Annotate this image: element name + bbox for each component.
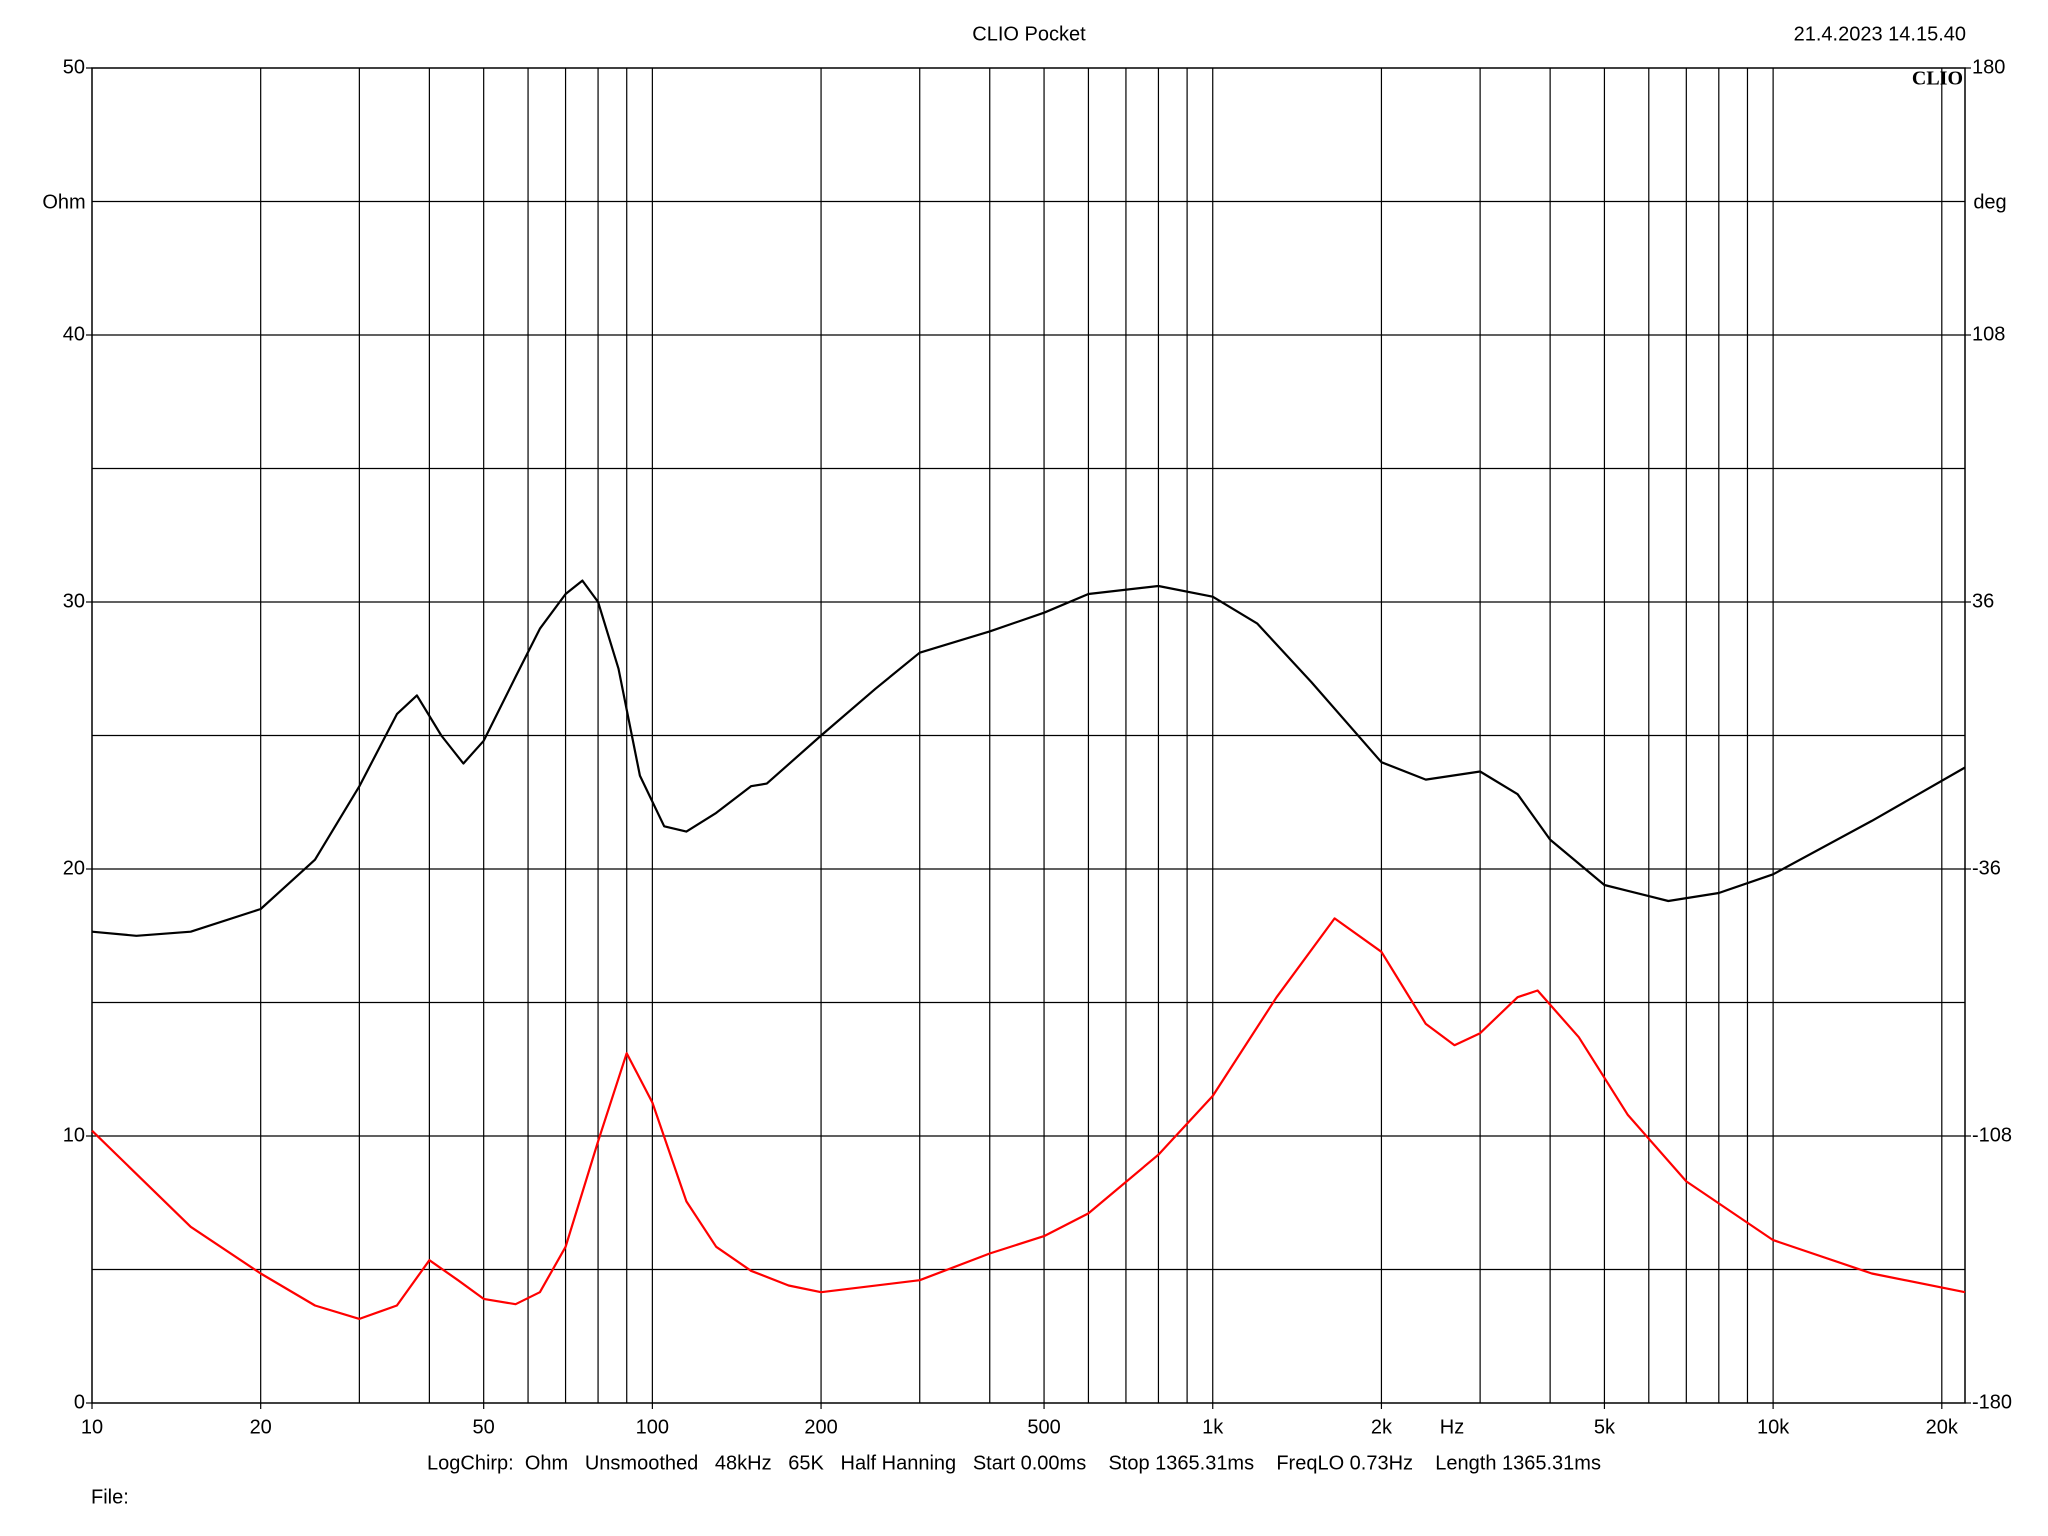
y2-tick-label: 108: [1972, 323, 2005, 345]
plot-frame: [91, 67, 1966, 1404]
x-tick-label: 200: [804, 1416, 837, 1438]
timestamp: 21.4.2023 14.15.40: [1794, 23, 1966, 45]
x-tick-label: 20k: [1926, 1416, 1959, 1438]
y-tick-label: 10: [63, 1124, 85, 1146]
y2-tick-label: -108: [1972, 1124, 2012, 1146]
y2-tick-label: -180: [1972, 1391, 2012, 1413]
y2-tick-label: 36: [1972, 590, 1994, 612]
x-axis-label: Hz: [1440, 1416, 1464, 1438]
logo: CLIO: [1912, 68, 1963, 90]
x-tick-label: 1k: [1202, 1416, 1224, 1438]
x-tick-label: 100: [636, 1416, 669, 1438]
x-tick-label: 20: [250, 1416, 272, 1438]
x-tick-label: 500: [1027, 1416, 1060, 1438]
file-label: File:: [91, 1486, 129, 1508]
x-tick-label: 5k: [1594, 1416, 1616, 1438]
footer: LogChirp: Ohm Unsmoothed 48kHz 65K Half …: [427, 1452, 1601, 1474]
y-tick-label: 20: [63, 857, 85, 879]
data-line: [91, 917, 1966, 1320]
y-tick-label: 30: [63, 590, 85, 612]
y-tick-label: 50: [63, 56, 85, 78]
y-tick-label: 0: [74, 1391, 85, 1413]
y2-axis-label: deg: [1973, 191, 2006, 213]
y2-tick-label: 180: [1972, 56, 2005, 78]
x-tick-label: 10: [81, 1416, 103, 1438]
y-tick-label: 40: [63, 323, 85, 345]
x-tick-label: 50: [473, 1416, 495, 1438]
chart-title: CLIO Pocket: [972, 23, 1086, 45]
x-tick-label: 10k: [1757, 1416, 1790, 1438]
y2-tick-label: -36: [1972, 857, 2001, 879]
data-line: [91, 579, 1966, 937]
y-axis-label: Ohm: [42, 191, 85, 213]
x-tick-label: 2k: [1371, 1416, 1393, 1438]
